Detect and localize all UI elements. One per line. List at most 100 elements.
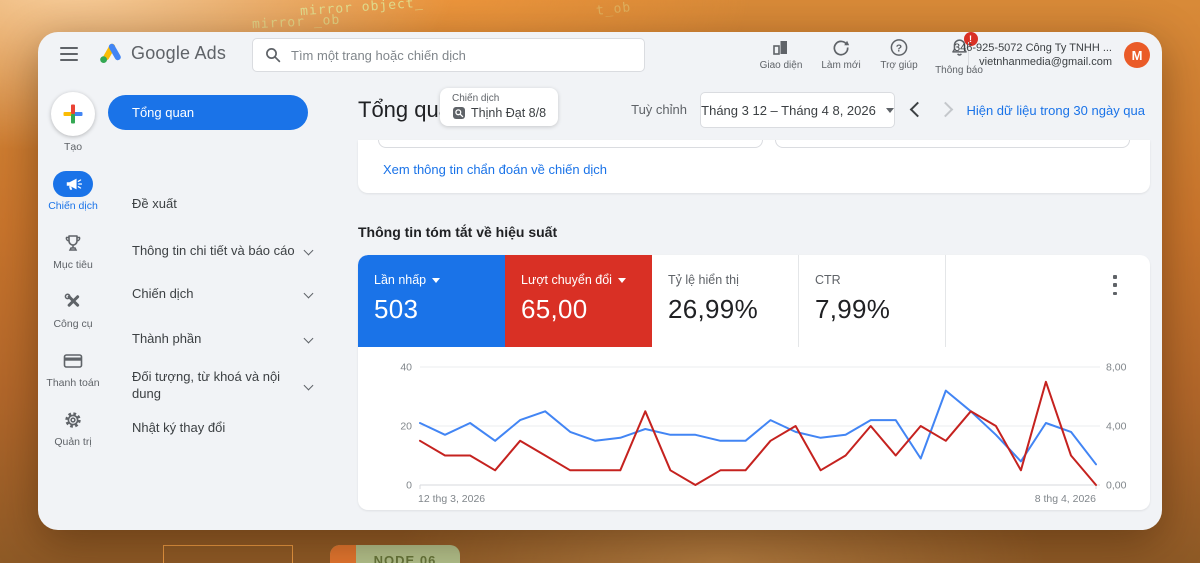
diagnostics-card: Xem thông tin chẩn đoán về chiến dịch bbox=[358, 140, 1150, 193]
metric-impression-share-value: 26,99% bbox=[668, 294, 758, 324]
subnav-item-recommendations[interactable]: Đề xuất bbox=[132, 196, 177, 211]
cutoff-panel bbox=[378, 140, 763, 148]
performance-card: Lần nhấp 503 Lượt chuyển đổi 65,00 Tỷ lệ… bbox=[358, 255, 1150, 510]
chevron-down-icon bbox=[303, 288, 314, 299]
node-chip-label: NODE 06 bbox=[373, 552, 437, 563]
chevron-down-icon bbox=[303, 245, 314, 255]
svg-text:20: 20 bbox=[400, 421, 412, 433]
campaign-name: Thịnh Đạt 8/8 bbox=[471, 106, 547, 120]
svg-text:0,00: 0,00 bbox=[1106, 480, 1127, 492]
megaphone-icon bbox=[66, 178, 82, 190]
next-period-button[interactable] bbox=[937, 101, 954, 118]
plus-icon bbox=[63, 104, 83, 124]
topbar: Google Ads Giao diện Làm mới bbox=[38, 32, 1162, 78]
appearance-icon bbox=[773, 41, 787, 55]
rail-item-tools[interactable]: Công cụ bbox=[53, 289, 93, 330]
bg-code-text: t_ob bbox=[595, 0, 632, 19]
help-button[interactable]: ? Trợ giúp bbox=[870, 38, 928, 71]
search-icon bbox=[266, 48, 281, 63]
campaign-selector-chip[interactable]: Chiến dịch Thịnh Đạt 8/8 bbox=[440, 88, 559, 126]
avatar[interactable]: M bbox=[1124, 42, 1150, 68]
help-label: Trợ giúp bbox=[880, 60, 918, 71]
node-chip: NODE 06 bbox=[330, 545, 460, 563]
svg-text:12 thg 3, 2026: 12 thg 3, 2026 bbox=[418, 493, 485, 505]
rail-item-goals[interactable]: Mục tiêu bbox=[53, 230, 93, 271]
caret-down-icon bbox=[885, 107, 894, 113]
date-range-selector[interactable]: Tháng 3 12 – Tháng 4 8, 2026 bbox=[700, 92, 895, 128]
notifications-label: Thông báo bbox=[935, 65, 983, 76]
bell-icon bbox=[951, 39, 967, 56]
rail-label-goals: Mục tiêu bbox=[53, 259, 93, 271]
caret-down-icon bbox=[432, 277, 441, 283]
search-bar[interactable] bbox=[252, 38, 645, 72]
create-button[interactable] bbox=[51, 92, 95, 136]
subnav-item-overview[interactable]: Tổng quan bbox=[108, 95, 308, 130]
svg-text:8,00: 8,00 bbox=[1106, 362, 1127, 374]
gear-icon bbox=[65, 412, 81, 428]
svg-text:0: 0 bbox=[406, 480, 412, 492]
more-options-button[interactable] bbox=[1108, 275, 1122, 295]
performance-line-chart: 40 20 0 8,00 4,00 0,00 12 thg 3, 2026 8 thg 4, … bbox=[400, 362, 1127, 506]
bg-code-text: mirror _ob bbox=[251, 12, 341, 33]
menu-icon[interactable] bbox=[60, 47, 78, 61]
google-ads-logo: Google Ads bbox=[98, 41, 226, 65]
rail-label-campaigns: Chiến dịch bbox=[48, 200, 98, 212]
show-data-link[interactable]: Hiện dữ liệu trong 30 ngày qua bbox=[966, 103, 1145, 118]
tools-icon bbox=[64, 293, 80, 307]
customize-label[interactable]: Tuỳ chỉnh bbox=[631, 102, 687, 117]
rail-item-campaigns[interactable]: Chiến dịch bbox=[48, 171, 98, 212]
performance-summary-heading: Thông tin tóm tắt về hiệu suất bbox=[358, 224, 558, 240]
notifications-button[interactable]: ! Thông báo bbox=[930, 32, 988, 76]
subnav-overview-label: Tổng quan bbox=[132, 105, 195, 120]
subnav-item-campaigns[interactable]: Chiến dịch bbox=[132, 285, 314, 302]
metric-conversions-value: 65,00 bbox=[521, 294, 588, 324]
subnav-item-audiences-keywords[interactable]: Đối tượng, từ khoá và nội dung bbox=[132, 365, 314, 405]
account-id: 346-925-5072 Công Ty TNHH ... bbox=[954, 42, 1112, 54]
rail-item-admin[interactable]: Quản trị bbox=[53, 407, 93, 448]
subnav-item-assets[interactable]: Thành phần bbox=[132, 330, 314, 347]
cutoff-panel bbox=[775, 140, 1130, 148]
google-ads-window: Google Ads Giao diện Làm mới bbox=[38, 32, 1162, 530]
metric-clicks[interactable]: Lần nhấp 503 bbox=[358, 255, 505, 347]
rail-label-tools: Công cụ bbox=[53, 318, 93, 330]
appearance-button[interactable]: Giao diện bbox=[752, 38, 810, 71]
caret-down-icon bbox=[617, 277, 626, 283]
main-content: Tổng quan Chiến dịch Thịnh Đạt 8/8 Tuỳ c… bbox=[330, 78, 1162, 530]
metric-ctr-value: 7,99% bbox=[815, 294, 891, 324]
svg-text:40: 40 bbox=[400, 362, 412, 374]
refresh-label: Làm mới bbox=[821, 60, 861, 71]
chevron-down-icon bbox=[303, 333, 314, 344]
create-label: Tạo bbox=[63, 141, 83, 153]
metric-impression-share[interactable]: Tỷ lệ hiển thị 26,99% bbox=[652, 255, 799, 347]
rail-label-billing: Thanh toán bbox=[46, 377, 100, 389]
nav-rail: Tạo Chiến dịch Mục tiêu bbox=[38, 78, 108, 530]
subnav-item-insights-reports[interactable]: Thông tin chi tiết và báo cáo bbox=[132, 230, 314, 270]
campaign-subnav: Tổng quan Đề xuất Thông tin chi tiết và … bbox=[108, 78, 330, 530]
account-info[interactable]: 346-925-5072 Công Ty TNHH ... vietnhanme… bbox=[954, 41, 1112, 69]
refresh-icon bbox=[833, 40, 850, 56]
svg-text:8 thg 4, 2026: 8 thg 4, 2026 bbox=[1035, 493, 1096, 505]
rail-item-billing[interactable]: Thanh toán bbox=[46, 348, 100, 389]
chevron-down-icon bbox=[303, 380, 314, 390]
node-connector-line bbox=[163, 545, 293, 563]
help-icon: ? bbox=[890, 39, 908, 56]
topbar-divider bbox=[968, 42, 969, 68]
svg-text:?: ? bbox=[896, 43, 902, 54]
subnav-item-change-history[interactable]: Nhật ký thay đổi bbox=[132, 420, 226, 435]
metric-ctr[interactable]: CTR 7,99% bbox=[799, 255, 946, 347]
google-ads-logo-icon bbox=[100, 43, 121, 63]
search-campaign-icon bbox=[453, 107, 465, 119]
diagnostics-link[interactable]: Xem thông tin chẩn đoán về chiến dịch bbox=[383, 162, 608, 177]
refresh-button[interactable]: Làm mới bbox=[812, 38, 870, 71]
search-input[interactable] bbox=[291, 47, 632, 63]
notification-badge: ! bbox=[963, 32, 978, 46]
credit-card-icon bbox=[63, 354, 83, 368]
appearance-label: Giao diện bbox=[759, 60, 803, 71]
logo-text: Google Ads bbox=[131, 42, 227, 63]
metric-clicks-value: 503 bbox=[374, 294, 419, 324]
metric-conversions[interactable]: Lượt chuyển đổi 65,00 bbox=[505, 255, 652, 347]
account-email: vietnhanmedia@gmail.com bbox=[979, 56, 1112, 68]
trophy-icon bbox=[65, 235, 81, 251]
previous-period-button[interactable] bbox=[909, 101, 926, 118]
campaign-type-label: Chiến dịch bbox=[452, 93, 500, 104]
